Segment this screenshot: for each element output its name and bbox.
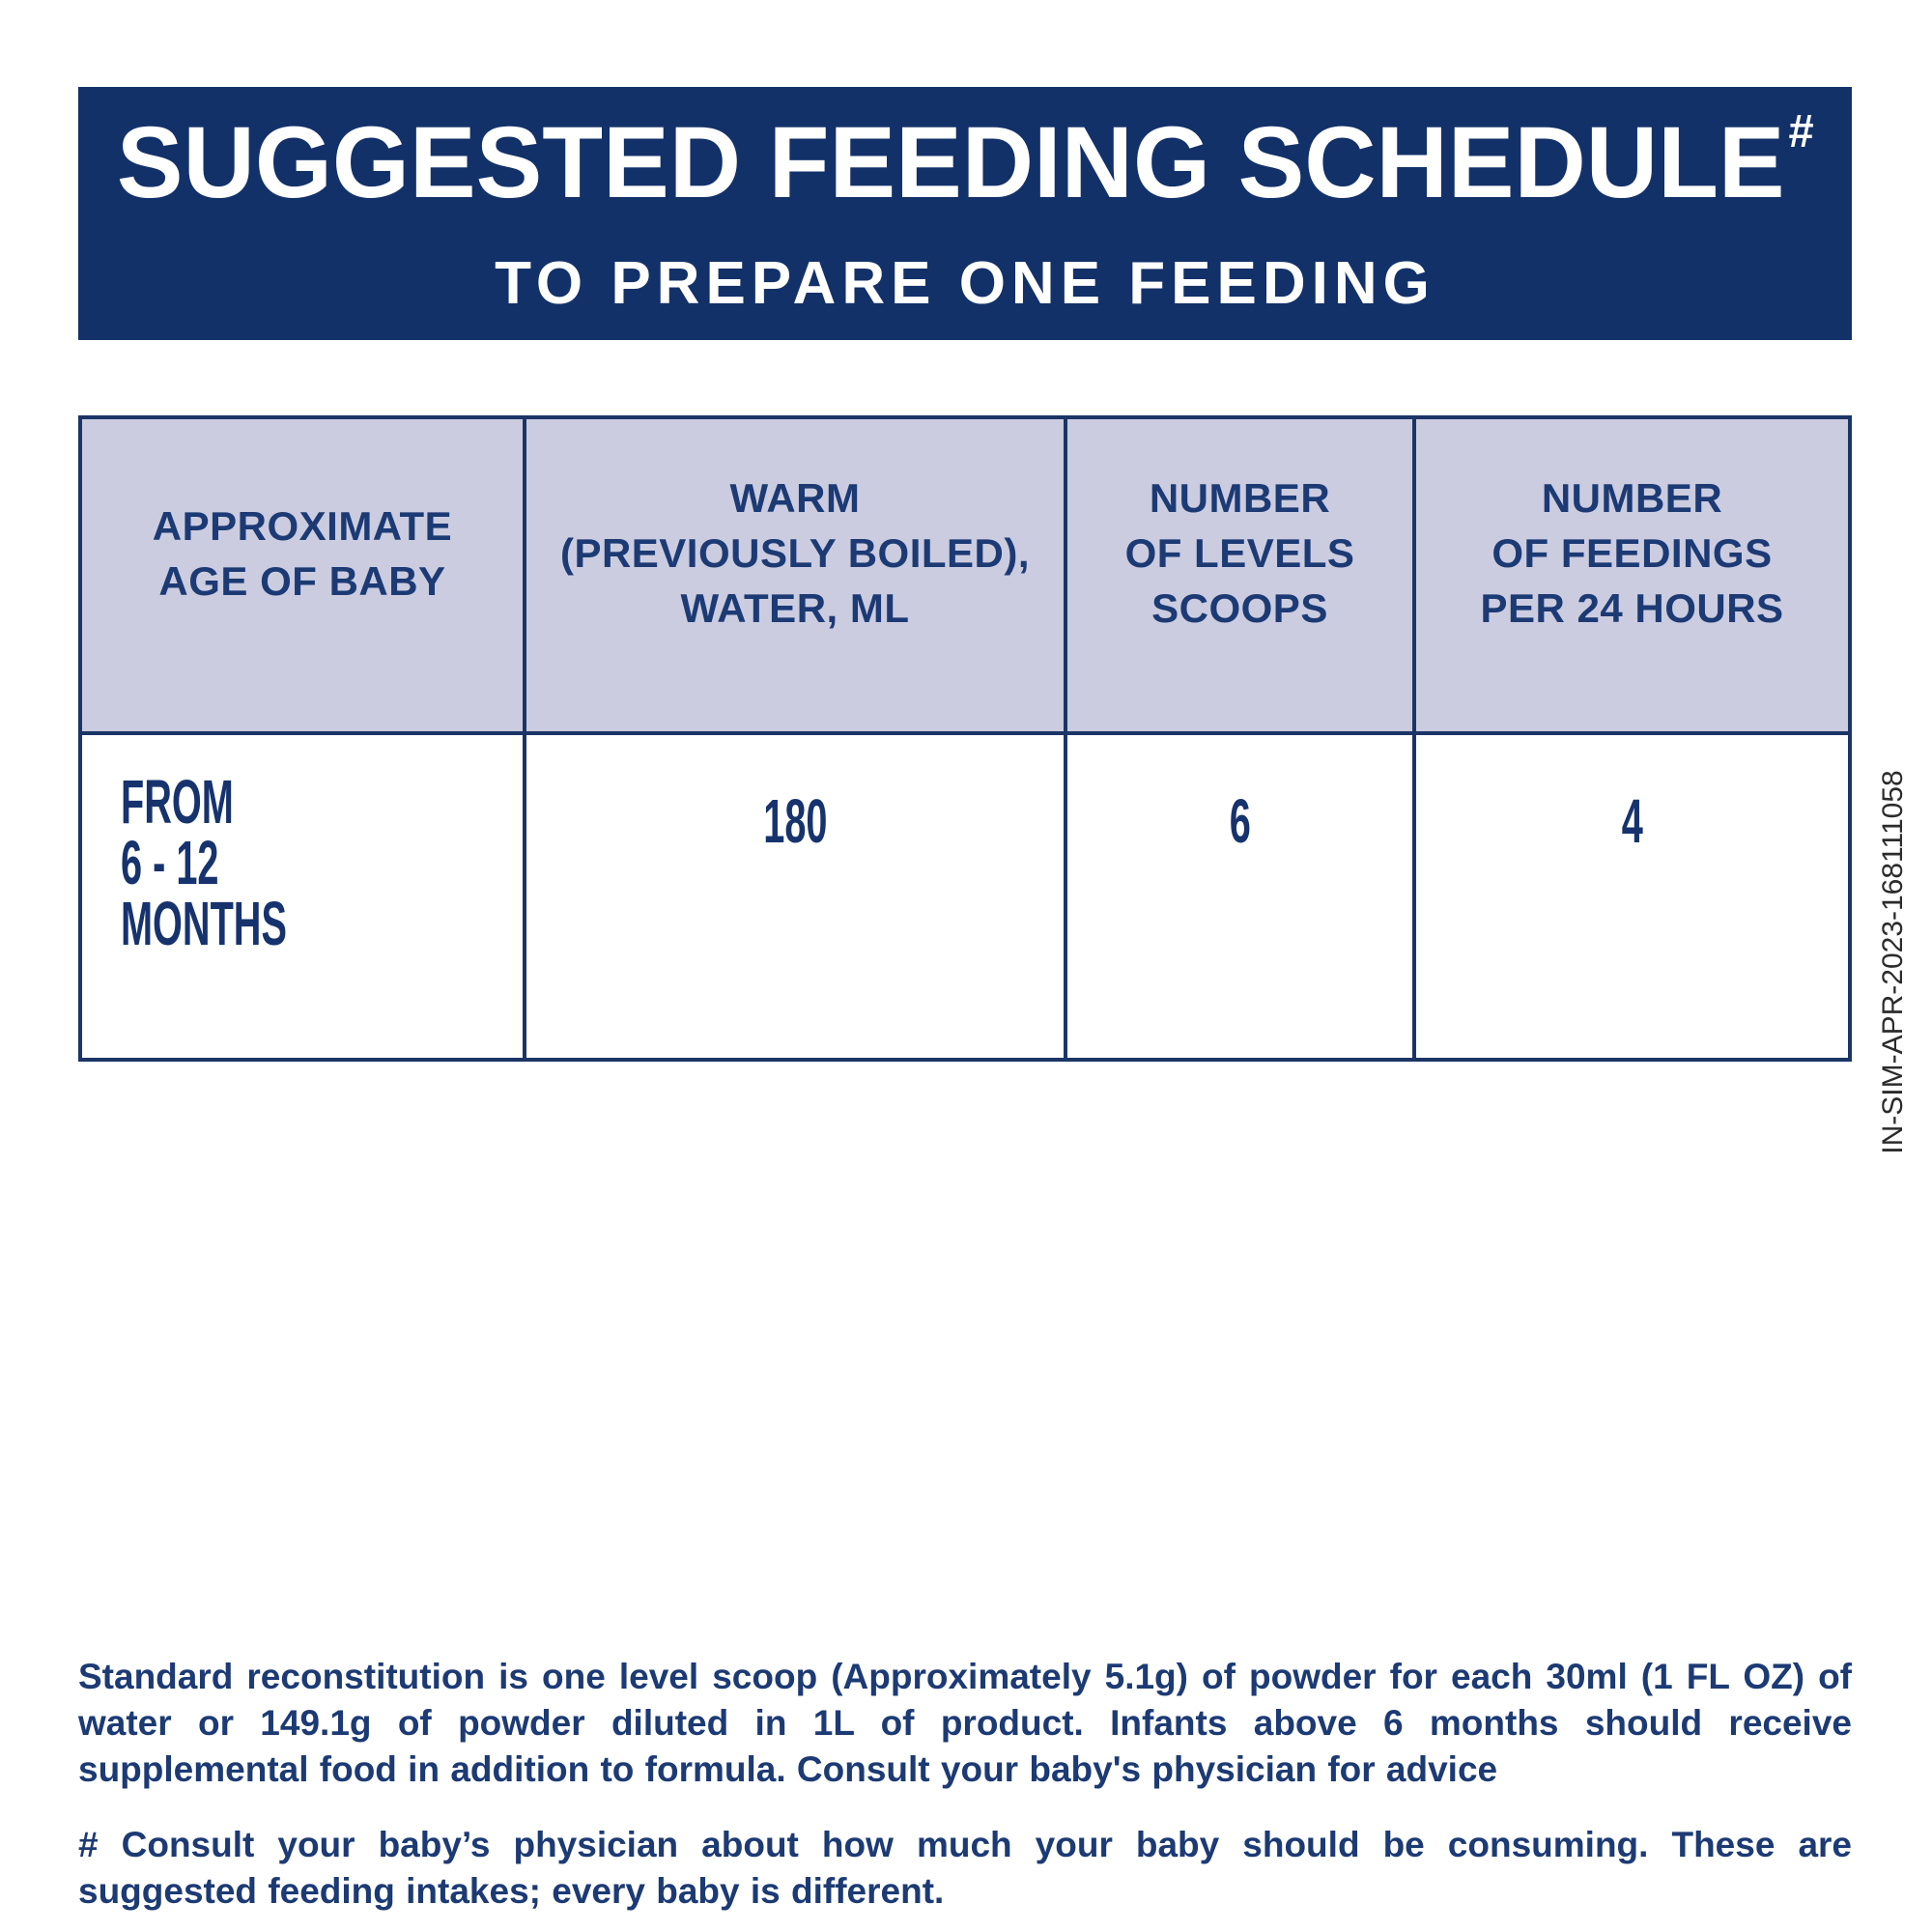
data-cell-feedings: 4	[1412, 735, 1848, 1058]
feedings-value: 4	[1621, 786, 1643, 856]
data-cell-scoops: 6	[1064, 735, 1412, 1058]
scoops-value: 6	[1229, 786, 1251, 856]
note-physician: # Consult your baby’s physician about ho…	[78, 1825, 1852, 1911]
banner-title: SUGGESTED FEEDING SCHEDULE#	[117, 106, 1814, 233]
water-ml-value: 180	[762, 786, 828, 856]
age-value: FROM 6 - 12 MONTHS	[121, 767, 287, 958]
header-cell-feedings: NUMBER OF FEEDINGS PER 24 HOURS	[1412, 419, 1848, 731]
banner-title-text: SUGGESTED FEEDING SCHEDULE	[116, 106, 1785, 219]
banner: SUGGESTED FEEDING SCHEDULE# TO PREPARE O…	[78, 87, 1852, 340]
feeding-table-data-row: FROM 6 - 12 MONTHS 180 6 4	[82, 731, 1848, 1058]
header-cell-scoops: NUMBER OF LEVELS SCOOPS	[1064, 419, 1412, 731]
batch-code-vertical: IN-SIM-APR-2023-168111058	[1877, 770, 1909, 1154]
banner-title-superscript: #	[1788, 106, 1814, 157]
note-reconstitution: Standard reconstitution is one level sco…	[78, 1657, 1852, 1789]
feeding-table-header-row: APPROXIMATE AGE OF BABY WARM (PREVIOUSLY…	[82, 419, 1848, 731]
header-cell-water: WARM (PREVIOUSLY BOILED), WATER, ML	[523, 419, 1064, 731]
data-cell-age: FROM 6 - 12 MONTHS	[82, 735, 523, 1058]
feeding-table: APPROXIMATE AGE OF BABY WARM (PREVIOUSLY…	[78, 415, 1852, 1062]
banner-subtitle: TO PREPARE ONE FEEDING	[495, 250, 1435, 317]
data-cell-water: 180	[523, 735, 1064, 1058]
header-cell-age: APPROXIMATE AGE OF BABY	[152, 502, 453, 604]
footnotes: Standard reconstitution is one level sco…	[78, 1654, 1852, 1915]
